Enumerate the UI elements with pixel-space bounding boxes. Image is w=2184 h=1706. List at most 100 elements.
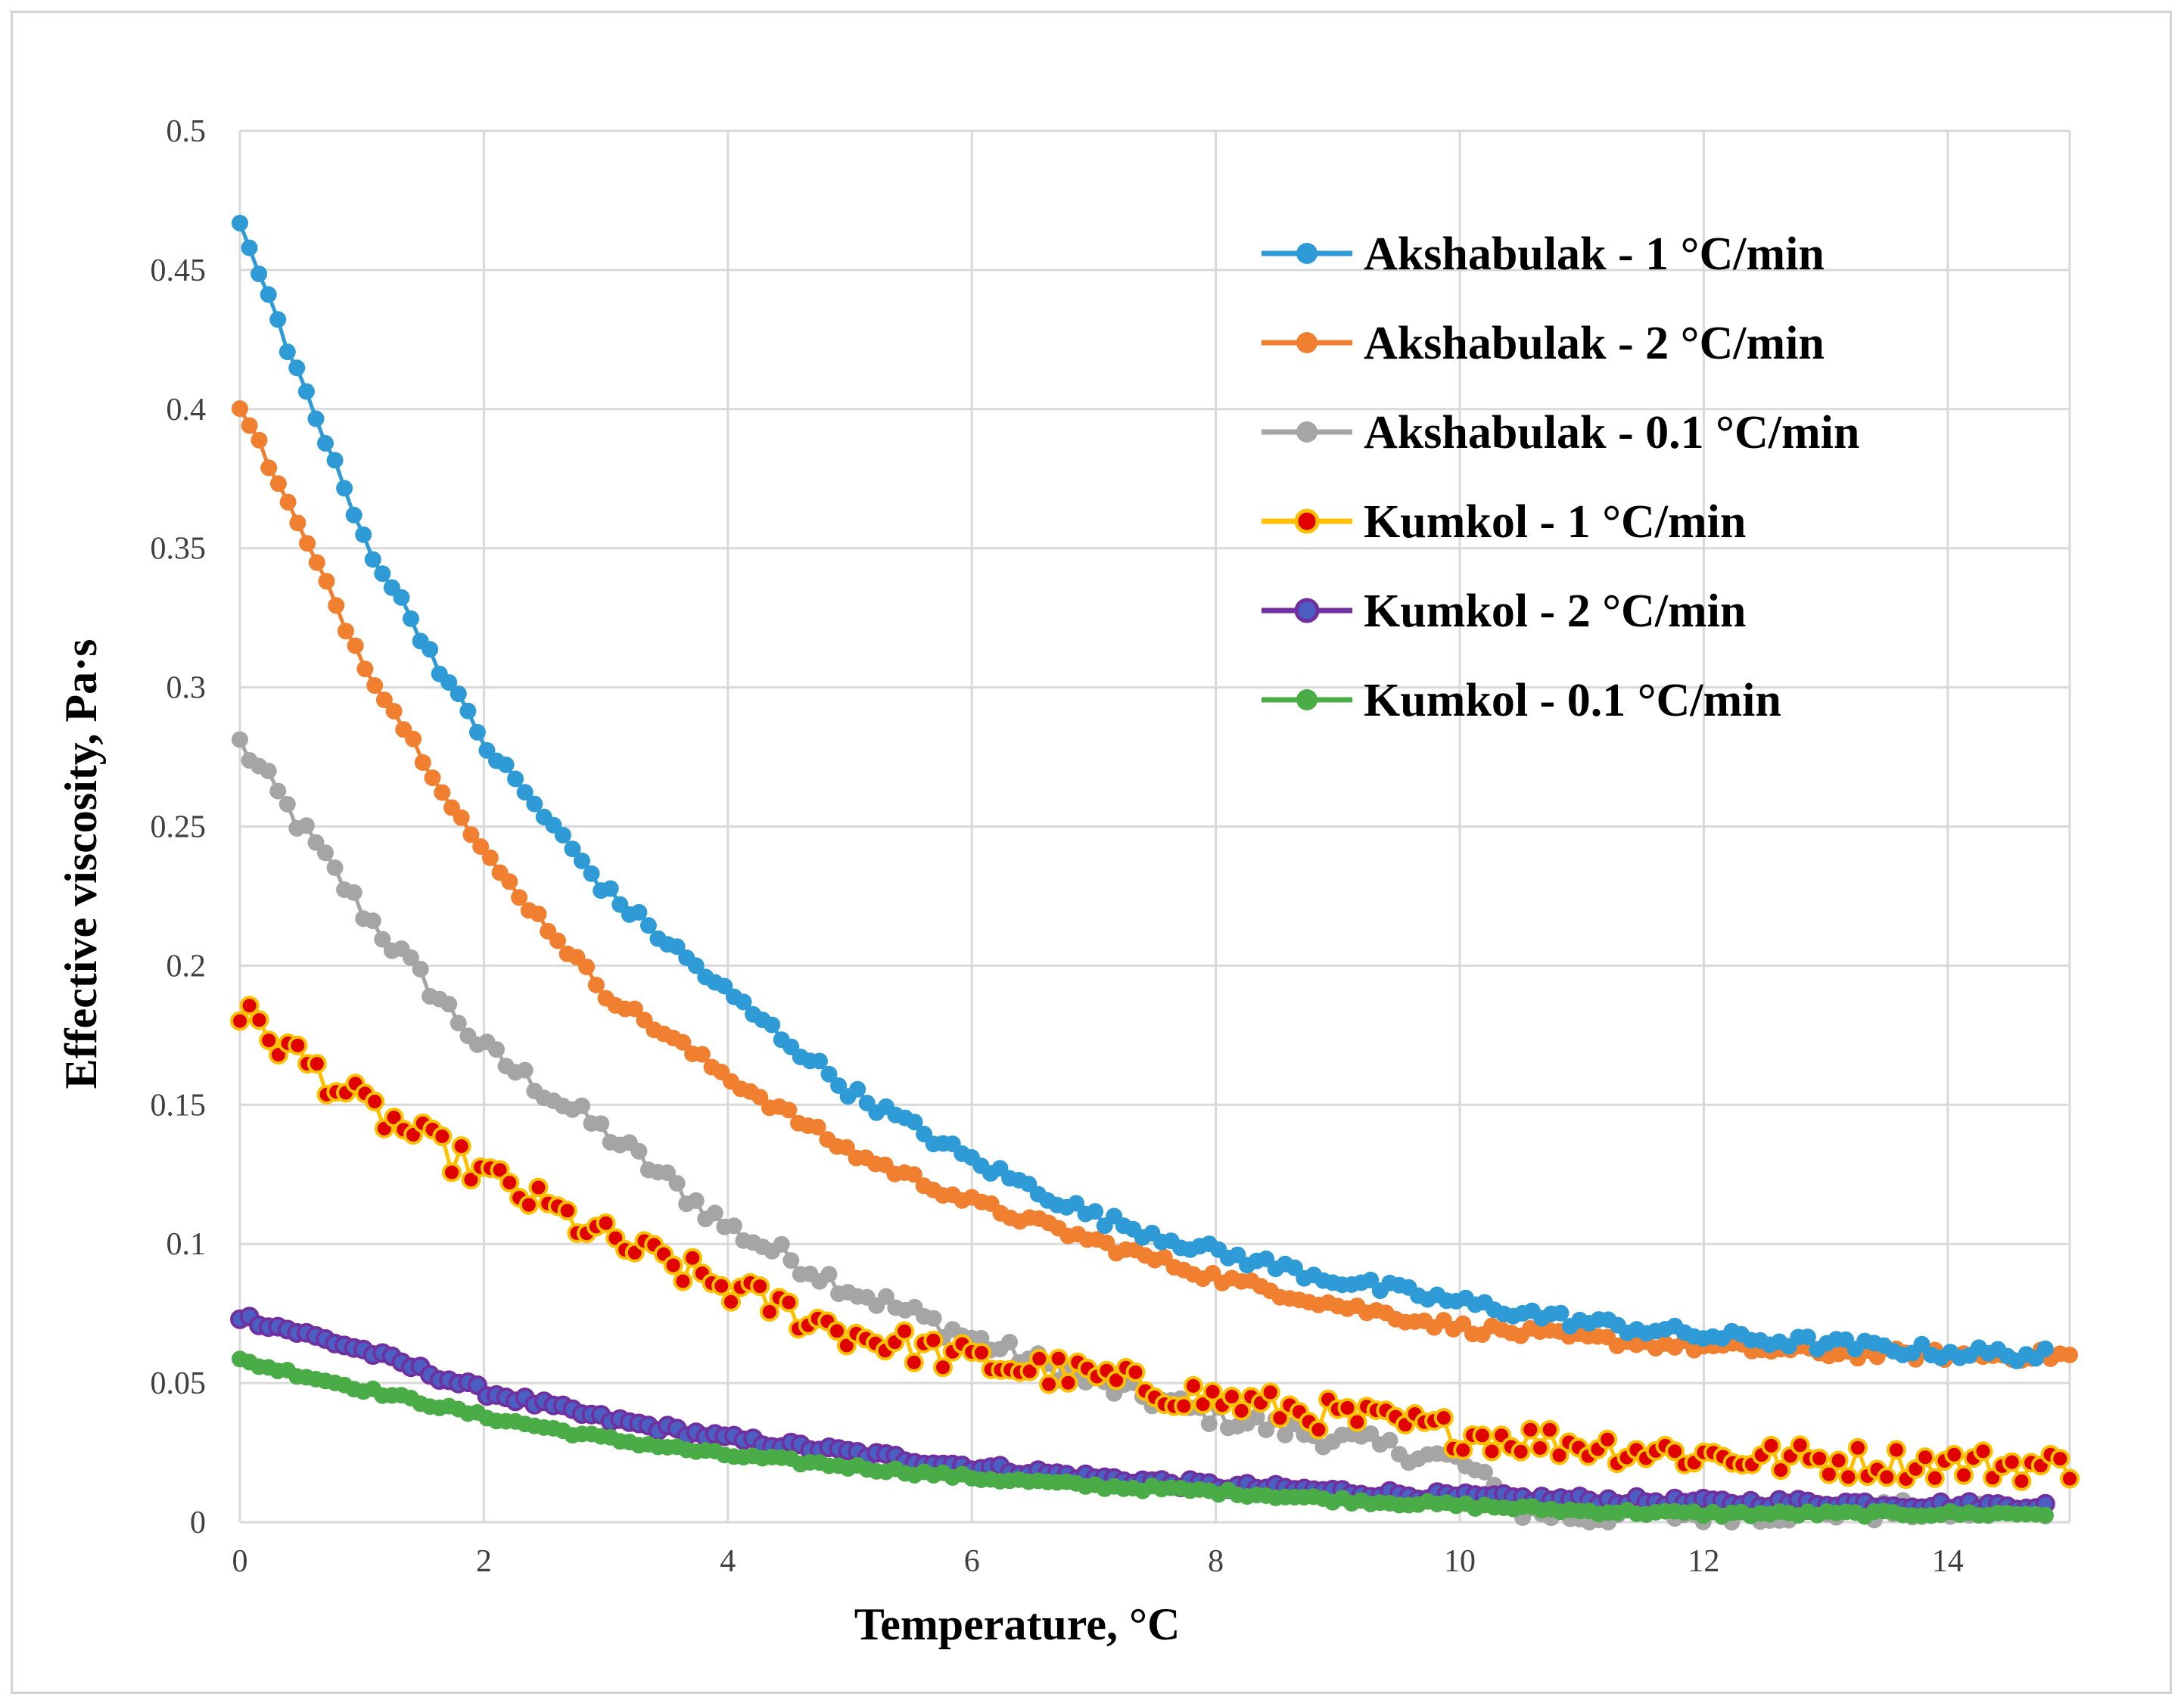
legend-item: Kumkol - 2 °C/min <box>1262 586 1746 637</box>
data-point <box>674 1033 692 1051</box>
data-point <box>326 452 344 469</box>
data-point <box>735 993 752 1011</box>
data-point <box>2011 1471 2032 1491</box>
data-point <box>1048 1348 1069 1369</box>
data-point <box>318 573 335 590</box>
data-point <box>1106 1370 1127 1391</box>
legend-marker <box>1296 332 1318 353</box>
data-point <box>432 1126 453 1146</box>
data-point <box>288 1035 308 1055</box>
data-point <box>278 343 296 361</box>
data-point <box>1552 1304 1570 1322</box>
data-point <box>260 459 278 477</box>
y-tick-label: 0.05 <box>151 1366 207 1401</box>
data-point <box>1886 1440 1906 1460</box>
data-point <box>663 1255 683 1276</box>
data-point <box>587 977 605 993</box>
data-point <box>461 1170 481 1190</box>
data-point <box>2060 1468 2080 1489</box>
data-point <box>269 311 287 328</box>
data-point <box>1598 1429 1618 1450</box>
y-axis-title: Effective viscosity, Pa·s <box>56 639 106 1089</box>
data-point <box>593 1115 610 1133</box>
data-point <box>297 817 315 834</box>
data-point <box>820 1065 838 1083</box>
data-point <box>365 1092 385 1111</box>
data-point <box>269 782 287 800</box>
data-point <box>1818 1464 1839 1484</box>
legend-item: Akshabulak - 2 °C/min <box>1262 318 1825 369</box>
y-tick-label: 0.35 <box>151 532 207 567</box>
data-point <box>693 1046 711 1063</box>
data-point <box>250 266 268 282</box>
x-tick-label: 8 <box>1208 1544 1224 1579</box>
y-tick-label: 0.15 <box>151 1088 207 1123</box>
data-point <box>894 1321 915 1341</box>
x-tick-label: 10 <box>1444 1544 1476 1579</box>
data-point <box>1221 1387 1242 1406</box>
data-point <box>516 784 534 801</box>
data-point <box>1068 1195 1084 1212</box>
data-point <box>453 809 470 826</box>
data-point <box>1944 1444 1965 1465</box>
data-point <box>317 434 334 452</box>
data-point <box>308 554 325 571</box>
data-point <box>683 1248 703 1268</box>
data-point <box>1183 1375 1203 1396</box>
y-tick-label: 0.4 <box>166 393 207 427</box>
legend-marker <box>1296 243 1318 264</box>
data-point <box>1019 1361 1040 1381</box>
data-point <box>424 769 441 787</box>
legend-label: Kumkol - 0.1 °C/min <box>1364 675 1781 726</box>
legend-item: Kumkol - 0.1 °C/min <box>1262 675 1781 726</box>
data-point <box>549 932 566 949</box>
data-point <box>1381 1431 1398 1449</box>
data-point <box>278 796 296 813</box>
data-point <box>564 841 581 858</box>
data-point <box>780 1102 798 1119</box>
data-point <box>1838 1467 1859 1487</box>
data-point <box>1362 1271 1380 1288</box>
data-point <box>249 1010 269 1030</box>
data-point <box>488 1041 505 1058</box>
data-point <box>782 1252 800 1269</box>
data-point <box>759 1302 779 1322</box>
data-point <box>673 1271 693 1291</box>
data-point <box>1039 1374 1059 1394</box>
data-point <box>687 957 705 974</box>
data-point <box>1087 1203 1104 1220</box>
x-tick-label: 0 <box>232 1544 248 1579</box>
x-tick-label: 12 <box>1688 1544 1719 1579</box>
data-point <box>827 1321 847 1341</box>
data-point <box>1954 1465 1974 1485</box>
data-point <box>434 784 451 801</box>
data-point <box>374 931 391 948</box>
data-point <box>345 884 362 901</box>
data-point <box>450 685 467 703</box>
data-point <box>260 286 277 303</box>
data-point <box>356 660 374 678</box>
data-point <box>1761 1435 1781 1456</box>
data-point <box>1202 1381 1223 1402</box>
data-point <box>326 859 344 876</box>
data-point <box>630 1142 648 1160</box>
data-point <box>269 475 287 493</box>
data-point <box>462 826 480 844</box>
series-5 <box>232 1350 2054 1525</box>
data-point <box>923 1330 944 1350</box>
legend-marker <box>1296 421 1318 443</box>
data-point <box>241 417 258 434</box>
data-point <box>2002 1452 2022 1472</box>
data-point <box>289 514 306 532</box>
data-point <box>1433 1408 1454 1428</box>
series-layer <box>230 214 2080 1530</box>
data-point <box>279 493 297 511</box>
data-point <box>490 1160 510 1180</box>
data-point <box>838 1139 855 1156</box>
data-point <box>820 1266 838 1283</box>
data-point <box>1001 1334 1019 1351</box>
data-point <box>375 691 393 709</box>
data-point <box>1308 1419 1329 1440</box>
data-point <box>626 1000 643 1018</box>
data-point <box>239 996 260 1016</box>
